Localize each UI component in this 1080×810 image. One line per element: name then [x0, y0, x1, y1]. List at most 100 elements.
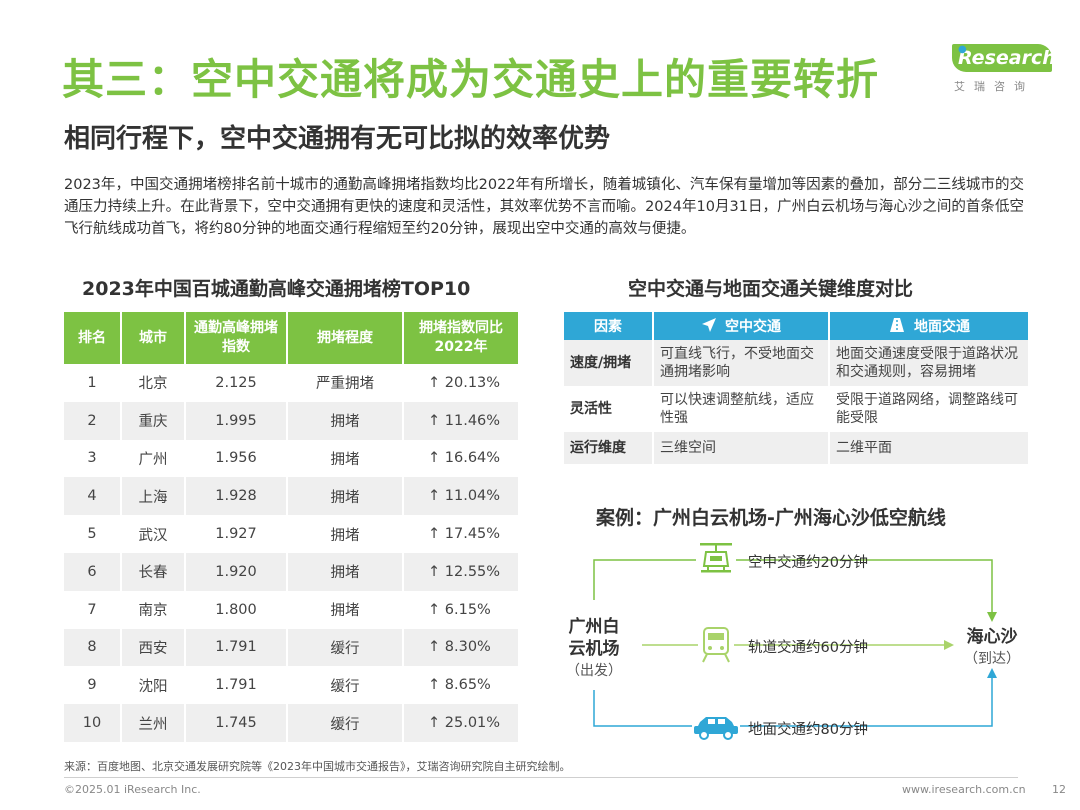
ranking-row: 7 南京 1.800 拥堵 ↑ 6.15%	[64, 590, 518, 629]
ranking-city: 武汉	[122, 515, 186, 553]
comparison-header-factor-label: 因素	[594, 319, 622, 335]
ranking-index: 1.995	[186, 401, 288, 440]
ranking-rank: 2	[64, 401, 122, 440]
ranking-yoy: ↑ 11.46%	[404, 401, 518, 440]
ranking-city: 沈阳	[122, 666, 186, 705]
ranking-yoy: ↑ 17.45%	[428, 526, 501, 543]
ranking-rank: 3	[64, 439, 122, 478]
comparison-factor: 速度/拥堵	[564, 340, 654, 386]
ranking-city: 南京	[122, 590, 186, 629]
ranking-row: 3 广州 1.956 拥堵 ↑ 16.64%	[64, 439, 518, 478]
ranking-level: 拥堵	[288, 477, 404, 516]
ranking-rank: 9	[64, 666, 122, 705]
ranking-row: 1 北京 2.125 严重拥堵 ↑ 20.13%	[64, 364, 518, 402]
ranking-level: 拥堵	[288, 515, 404, 553]
ranking-rank: 7	[64, 590, 122, 629]
ranking-city: 北京	[122, 364, 186, 402]
source-note: 来源：百度地图、北京交通发展研究院等《2023年中国城市交通报告》，艾瑞咨询研究…	[64, 760, 571, 773]
comparison-title: 空中交通与地面交通关键维度对比	[628, 278, 914, 300]
comparison-air: 三维空间	[654, 432, 830, 464]
ranking-index: 1.745	[186, 704, 288, 742]
ranking-level: 拥堵	[288, 439, 404, 478]
helicopter-icon	[696, 542, 736, 578]
paper-plane-icon	[701, 317, 717, 337]
ranking-index: 2.125	[186, 364, 288, 402]
origin-node: 广州白 云机场 （出发）	[560, 616, 628, 682]
air-route-label: 空中交通约20分钟	[748, 555, 868, 571]
footer-divider	[64, 777, 1018, 778]
ranking-rank: 4	[64, 477, 122, 516]
ranking-yoy: ↑ 6.15%	[428, 601, 491, 618]
ranking-header-yoy: 拥堵指数同比2022年	[404, 312, 518, 364]
origin-sub: （出发）	[566, 663, 622, 679]
ranking-level: 拥堵	[288, 552, 404, 591]
ranking-row: 8 西安 1.791 缓行 ↑ 8.30%	[64, 628, 518, 667]
ranking-level: 缓行	[288, 628, 404, 667]
logo-badge: ● Research	[952, 44, 1056, 72]
iresearch-logo: ● Research 艾瑞咨询	[944, 40, 1064, 100]
copyright: ©2025.01 iResearch Inc.	[64, 783, 201, 796]
page-number: 12	[1052, 783, 1066, 796]
ranking-city: 重庆	[122, 401, 186, 440]
page-subtitle: 相同行程下，空中交通拥有无可比拟的效率优势	[64, 124, 611, 154]
ranking-header-row: 排名 城市 通勤高峰拥堵指数 拥堵程度 拥堵指数同比2022年	[64, 312, 518, 364]
ranking-rank: 5	[64, 515, 122, 553]
destination-sub: （到达）	[964, 651, 1020, 667]
ranking-row: 6 长春 1.920 拥堵 ↑ 12.55%	[64, 552, 518, 591]
comparison-row: 速度/拥堵 可直线飞行，不受地面交通拥堵影响 地面交通速度受限于道路状况和交通规…	[564, 340, 1028, 386]
ground-route-line	[593, 674, 993, 727]
ranking-row: 5 武汉 1.927 拥堵 ↑ 17.45%	[64, 515, 518, 553]
ranking-table: 排名 城市 通勤高峰拥堵指数 拥堵程度 拥堵指数同比2022年 1 北京 2.125…	[64, 312, 518, 742]
ranking-yoy: ↑ 8.65%	[428, 677, 491, 694]
rail-route-arrowhead	[944, 640, 954, 650]
comparison-row: 运行维度 三维空间 二维平面	[564, 432, 1028, 464]
ranking-header-city: 城市	[122, 312, 186, 364]
ranking-yoy: ↑ 12.55%	[404, 552, 518, 591]
origin-name-line2: 云机场	[568, 639, 620, 659]
ranking-city: 西安	[122, 628, 186, 667]
air-route-arrowhead	[987, 612, 997, 622]
ranking-row: 4 上海 1.928 拥堵 ↑ 11.04%	[64, 477, 518, 516]
ground-route-arrowhead	[987, 668, 997, 678]
comparison-table: 因素 空中交通 地面交通 速度/拥堵 可直线飞行，不受地面交通拥堵影响 地面交通…	[564, 312, 1028, 464]
page-title: 其三：空中交通将成为交通史上的重要转折	[62, 55, 880, 104]
ranking-yoy: ↑ 16.64%	[428, 450, 501, 467]
comparison-header-ground-label: 地面交通	[914, 318, 970, 335]
ranking-city: 兰州	[122, 704, 186, 742]
ranking-index: 1.927	[186, 515, 288, 553]
ranking-rank: 10	[64, 704, 122, 742]
destination-node: 海心沙 （到达）	[954, 626, 1030, 670]
ranking-header-level: 拥堵程度	[288, 312, 404, 364]
ranking-header-index: 通勤高峰拥堵指数	[186, 312, 288, 364]
destination-name: 海心沙	[966, 627, 1018, 647]
ranking-row: 9 沈阳 1.791 缓行 ↑ 8.65%	[64, 666, 518, 705]
ranking-city: 上海	[122, 477, 186, 516]
ground-route-label: 地面交通约80分钟	[748, 722, 868, 738]
origin-name-line1: 广州白	[568, 617, 620, 637]
comparison-ground: 二维平面	[830, 432, 1028, 464]
car-icon	[692, 712, 740, 740]
ranking-rank: 1	[64, 364, 122, 402]
comparison-header-ground: 地面交通	[830, 312, 1028, 340]
ranking-index: 1.791	[186, 628, 288, 667]
air-route-line	[593, 559, 993, 616]
ranking-city: 广州	[122, 439, 186, 478]
comparison-header-air: 空中交通	[654, 312, 830, 340]
ranking-index: 1.928	[186, 477, 288, 516]
road-icon	[888, 317, 906, 337]
ranking-level: 严重拥堵	[288, 364, 404, 402]
ranking-index: 1.920	[186, 552, 288, 591]
ranking-level: 缓行	[288, 704, 404, 742]
comparison-header-row: 因素 空中交通 地面交通	[564, 312, 1028, 340]
ranking-index: 1.791	[186, 666, 288, 705]
ranking-level: 缓行	[288, 666, 404, 705]
comparison-row: 灵活性 可以快速调整航线，适应性强 受限于道路网络，调整路线可能受限	[564, 386, 1028, 432]
website-link[interactable]: www.iresearch.com.cn	[902, 783, 1026, 796]
ranking-row: 2 重庆 1.995 拥堵 ↑ 11.46%	[64, 401, 518, 440]
rail-route-label: 轨道交通约60分钟	[748, 640, 868, 656]
ranking-level: 拥堵	[288, 590, 404, 629]
logo-badge-text: Research	[958, 47, 1056, 69]
comparison-air: 可以快速调整航线，适应性强	[654, 386, 830, 432]
ranking-yoy: ↑ 11.04%	[404, 477, 518, 516]
ranking-title: 2023年中国百城通勤高峰交通拥堵榜TOP10	[82, 278, 471, 300]
